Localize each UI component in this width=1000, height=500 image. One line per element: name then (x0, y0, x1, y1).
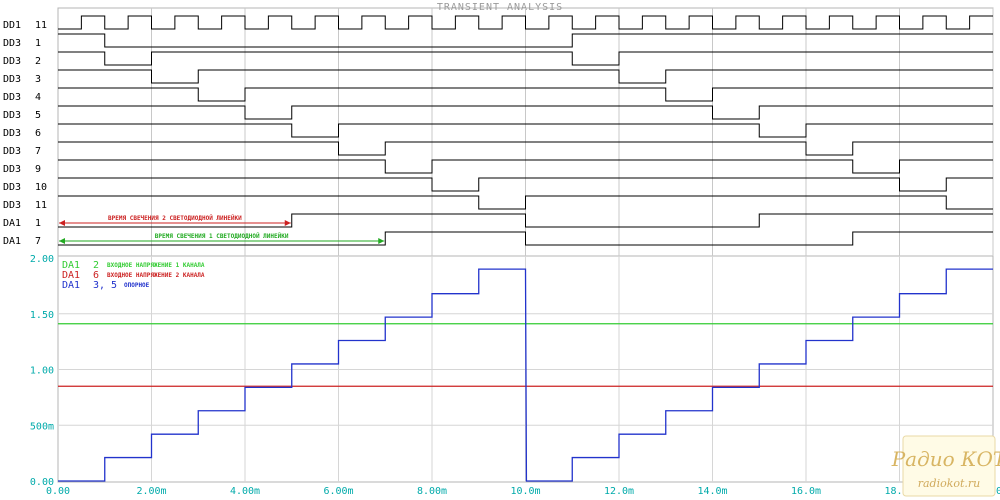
signal-device-label: DD3 (3, 92, 21, 103)
signal-trace (58, 141, 993, 156)
legend-description: ВХОДНОЕ НАПРЯЖЕНИЕ 2 КАНАЛА (107, 272, 205, 279)
signal-trace (58, 159, 993, 174)
legend-device: DA1 (62, 280, 80, 291)
signal-pin-label: 7 (35, 146, 41, 157)
annotation-arrowhead-left (59, 220, 65, 226)
analog-panel: 0.00 2.00m 4.00m 6.00m 8.00m 10.0m 12.0m 14.0m 1… (30, 254, 1000, 497)
legend-pin: 3, 5 (93, 280, 117, 291)
signal-trace (58, 51, 993, 66)
x-tick-label: 16.0m (791, 486, 821, 497)
annotation-label: ВРЕМЯ СВЕЧЕНИЯ 2 СВЕТОДИОДНОЙ ЛИНЕЙКИ (108, 214, 242, 222)
signal-trace (58, 33, 993, 48)
annotation-label: ВРЕМЯ СВЕЧЕНИЯ 1 СВЕТОДИОДНОЙ ЛИНЕЙКИ (155, 232, 289, 240)
signal-device-label: DD3 (3, 128, 21, 139)
legend-pin: 2 (93, 260, 99, 271)
watermark-title: Радио КОТ (891, 447, 1000, 471)
y-tick-label: 2.00 (30, 254, 54, 265)
signal-pin-label: 11 (35, 20, 47, 31)
signal-device-label: DA1 (3, 236, 21, 247)
signal-pin-label: 5 (35, 110, 41, 121)
signal-device-label: DD3 (3, 74, 21, 85)
x-tick-label: 10.0m (510, 486, 540, 497)
signal-pin-label: 7 (35, 236, 41, 247)
x-tick-label: 12.0m (604, 486, 634, 497)
signal-pin-label: 9 (35, 164, 41, 175)
watermark-box (902, 435, 996, 497)
signal-device-label: DD3 (3, 146, 21, 157)
legend-device: DA1 (62, 270, 80, 281)
annotation-arrowhead-right (284, 220, 291, 226)
annotation-arrowhead-left (59, 238, 65, 244)
signal-device-label: DD3 (3, 38, 21, 49)
x-tick-label: 8.00m (417, 486, 447, 497)
signal-trace (58, 105, 993, 120)
x-tick-label: 4.00m (230, 486, 260, 497)
legend-device: DA1 (62, 260, 80, 271)
chart-title: TRANSIENT ANALYSIS (437, 2, 563, 13)
x-tick-label: 14.0m (697, 486, 727, 497)
signal-trace (58, 15, 993, 30)
signal-trace (58, 177, 993, 192)
signal-trace (58, 231, 993, 246)
signal-device-label: DD3 (3, 110, 21, 121)
legend-description: ВХОДНОЕ НАПРЯЖЕНИЕ 1 КАНАЛА (107, 262, 205, 269)
signal-pin-label: 2 (35, 56, 41, 67)
digital-timing-panel: DD1 11 DD3 1 DD3 2 DD3 3 DD3 4 DD3 5 DD3 6 DD3 7 DD3 9 DD3… (3, 8, 994, 256)
signal-device-label: DD3 (3, 200, 21, 211)
watermark-logo: Радио КОТ radiokot.ru (891, 435, 1000, 497)
signal-pin-label: 4 (35, 92, 41, 103)
x-tick-label: 18.0m (884, 486, 914, 497)
signal-device-label: DD3 (3, 182, 21, 193)
legend-pin: 6 (93, 270, 99, 281)
signal-device-label: DA1 (3, 218, 21, 229)
x-tick-label: 0.00 (46, 486, 70, 497)
y-tick-label: 0.00 (30, 477, 54, 488)
y-tick-label: 1.50 (30, 310, 54, 321)
signal-pin-label: 1 (35, 218, 41, 229)
signal-pin-label: 10 (35, 182, 47, 193)
watermark-url: radiokot.ru (918, 477, 981, 490)
signal-device-label: DD3 (3, 56, 21, 67)
legend-description: ОПОРНОЕ (124, 282, 150, 289)
x-tick-label: 2.00m (136, 486, 166, 497)
signal-trace (58, 213, 993, 228)
signal-pin-label: 3 (35, 74, 41, 85)
signal-trace (58, 87, 993, 102)
y-tick-label: 500m (30, 421, 54, 432)
series-line (58, 268, 993, 482)
x-tick-label: 6.00m (323, 486, 353, 497)
signal-device-label: DD1 (3, 20, 21, 31)
signal-pin-label: 6 (35, 128, 41, 139)
signal-pin-label: 11 (35, 200, 47, 211)
y-tick-label: 1.00 (30, 366, 54, 377)
signal-trace (58, 69, 993, 84)
signal-trace (58, 123, 993, 138)
signal-device-label: DD3 (3, 164, 21, 175)
signal-pin-label: 1 (35, 38, 41, 49)
annotation-arrowhead-right (378, 238, 385, 244)
signal-trace (58, 195, 993, 210)
